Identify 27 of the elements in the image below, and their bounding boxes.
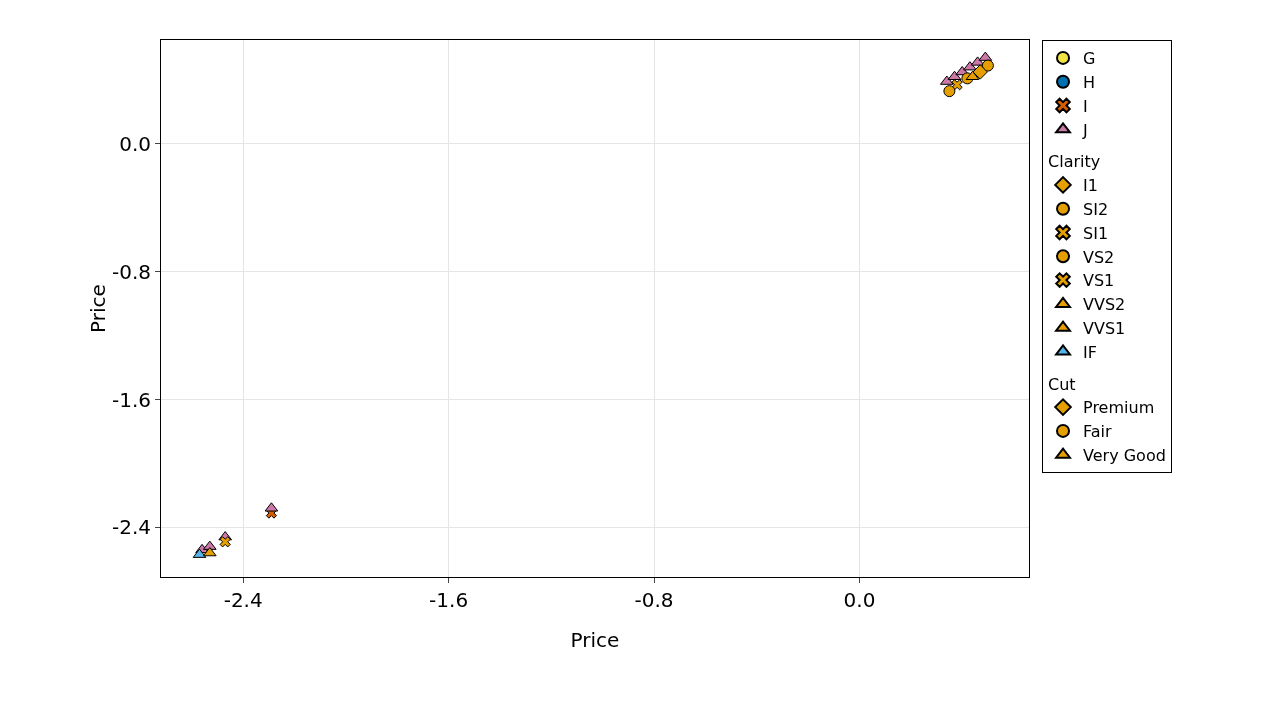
legend-label: SI1 bbox=[1083, 223, 1109, 243]
legend-label: G bbox=[1083, 49, 1096, 69]
x-tick-label: -0.8 bbox=[634, 588, 674, 612]
legend-label: I bbox=[1083, 96, 1088, 116]
y-tick-label: 0.0 bbox=[119, 131, 151, 156]
legend-label: VVS2 bbox=[1083, 295, 1126, 315]
legend-label: Premium bbox=[1083, 398, 1155, 418]
y-tick-label: -1.6 bbox=[111, 387, 151, 412]
x-axis-title: Price bbox=[570, 628, 620, 652]
x-tick-label: -2.4 bbox=[223, 588, 263, 612]
legend-label: J bbox=[1082, 120, 1088, 140]
y-tick-label: -2.4 bbox=[111, 515, 151, 540]
x-tick-label: 0.0 bbox=[843, 588, 876, 612]
legend-label: Fair bbox=[1083, 422, 1112, 442]
y-tick-label: -0.8 bbox=[111, 259, 151, 284]
y-axis-title: Price bbox=[85, 284, 110, 333]
x-tick-label: -1.6 bbox=[429, 588, 469, 612]
legend-label: VS1 bbox=[1083, 271, 1115, 291]
legend-label: SI2 bbox=[1083, 199, 1109, 219]
legend-label: VVS1 bbox=[1083, 318, 1126, 338]
legend-label: IF bbox=[1083, 342, 1097, 362]
legend-label: I1 bbox=[1083, 176, 1098, 196]
legend-label: Very Good bbox=[1083, 445, 1166, 465]
legend-label: H bbox=[1083, 72, 1096, 92]
legend-label: VS2 bbox=[1083, 247, 1115, 267]
text: Clarity bbox=[1048, 152, 1101, 172]
text: Cut bbox=[1048, 374, 1076, 394]
